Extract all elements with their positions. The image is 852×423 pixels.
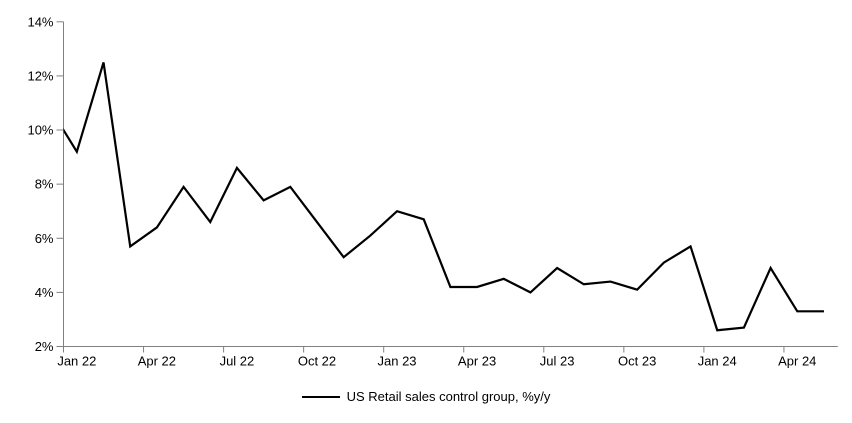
legend-label: US Retail sales control group, %y/y — [346, 389, 551, 404]
x-axis-tick-label: Jan 24 — [698, 354, 737, 369]
x-axis-tick-label: Apr 23 — [458, 354, 496, 369]
data-line — [63, 62, 824, 332]
y-axis-tick-label: 12% — [27, 68, 53, 83]
x-axis-tick-label: Oct 22 — [298, 354, 336, 369]
y-axis-tick-label: 2% — [35, 339, 54, 354]
x-axis-tick-label: Jul 22 — [220, 354, 255, 369]
x-axis-tick-label: Apr 22 — [138, 354, 176, 369]
legend-line-icon — [301, 395, 340, 398]
legend: US Retail sales control group, %y/y — [0, 389, 852, 404]
x-axis-tick-label: Jan 23 — [378, 354, 417, 369]
y-axis-tick-label: 8% — [35, 177, 54, 192]
y-axis-tick-label: 14% — [27, 14, 53, 29]
x-axis-tick-label: Jul 23 — [540, 354, 575, 369]
x-axis-tick-label: Jan 22 — [57, 354, 96, 369]
y-axis-tick-label: 6% — [35, 231, 54, 246]
y-axis-tick-label: 10% — [27, 123, 53, 138]
y-axis-tick-label: 4% — [35, 285, 54, 300]
x-axis-tick-label: Oct 23 — [618, 354, 656, 369]
x-axis-tick-label: Apr 24 — [778, 354, 816, 369]
